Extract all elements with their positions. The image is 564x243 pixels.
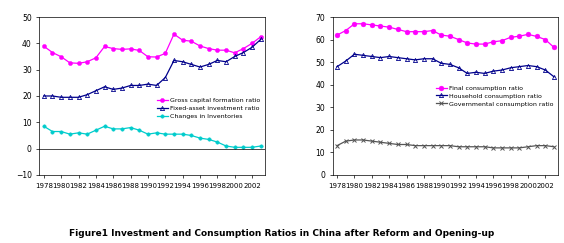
- Text: Figure1 Investment and Consumption Ratios in China after Reform and Opening-up: Figure1 Investment and Consumption Ratio…: [69, 229, 495, 238]
- Legend: Gross capital formation ratio, Fixed-asset investment ratio, Changes in Inventor: Gross capital formation ratio, Fixed-ass…: [156, 97, 262, 121]
- Legend: Final consumption ratio, Household consumption ratio, Governmental consumption r: Final consumption ratio, Household consu…: [434, 84, 555, 108]
